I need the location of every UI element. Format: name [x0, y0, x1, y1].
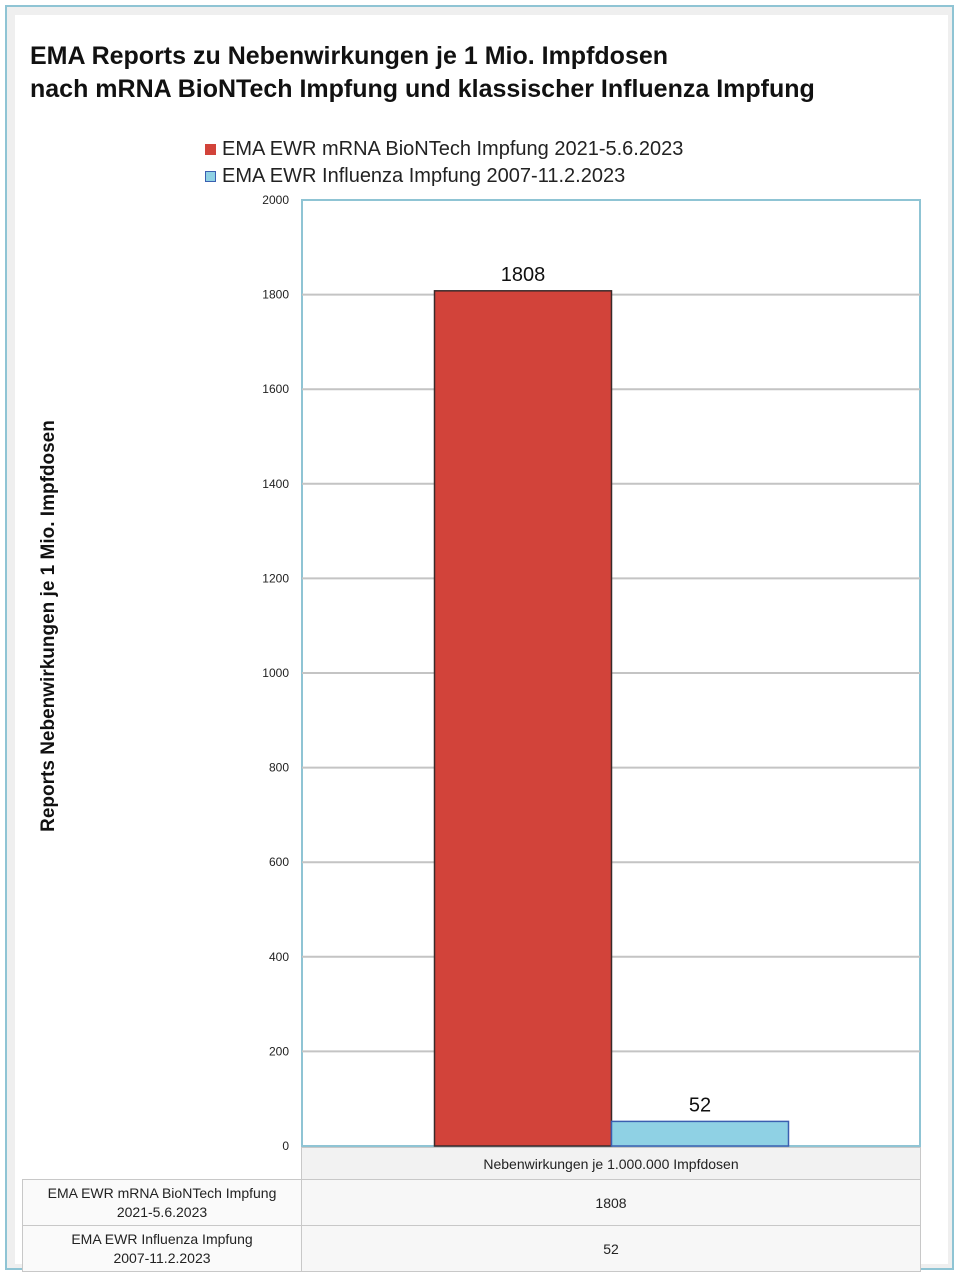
data-table-corner [23, 1148, 302, 1180]
data-label-biontech: 1808 [501, 264, 546, 286]
x-category-label: Nebenwirkungen je 1.000.000 Impfdosen [301, 1147, 921, 1180]
legend-label-influenza: EMA EWR Influenza Impfung 2007-11.2.2023 [222, 165, 626, 187]
y-tick-label: 2000 [262, 193, 289, 207]
y-tick-label: 1200 [262, 571, 289, 585]
row-label-biontech-line-1: EMA EWR mRNA BioNTech Impfung [47, 1184, 277, 1201]
y-tick-label: 1400 [262, 477, 289, 491]
y-tick-label: 0 [282, 1139, 289, 1153]
legend-label-biontech: EMA EWR mRNA BioNTech Impfung 2021-5.6.2… [222, 138, 684, 160]
y-tick-label: 1600 [262, 382, 289, 396]
bar-biontech [433, 290, 613, 1147]
data-table-row-label-influenza: EMA EWR Influenza Impfung 2007-11.2.2023 [22, 1225, 302, 1272]
chart-title: EMA Reports zu Nebenwirkungen je 1 Mio. … [30, 40, 815, 106]
y-axis-ticks: 0 200 400 600 800 1000 1200 1400 1600 1800 2000 [262, 193, 289, 1153]
row-label-influenza-line-1: EMA EWR Influenza Impfung [71, 1230, 253, 1247]
y-tick-label: 1000 [262, 666, 289, 680]
y-tick-label: 200 [269, 1044, 289, 1058]
y-tick-label: 400 [269, 950, 289, 964]
legend-swatch-influenza [205, 171, 216, 182]
row-label-influenza-line-2: 2007-11.2.2023 [113, 1249, 211, 1266]
bar-influenza [610, 1120, 790, 1147]
data-table-row-influenza: EMA EWR Influenza Impfung 2007-11.2.2023… [22, 1225, 921, 1272]
chart-title-line-1: EMA Reports zu Nebenwirkungen je 1 Mio. … [30, 42, 669, 70]
row-label-biontech-line-2: 2021-5.6.2023 [116, 1203, 208, 1220]
data-labels: 1808 52 [501, 264, 711, 1117]
y-tick-label: 800 [269, 761, 289, 775]
bars [433, 290, 790, 1147]
data-table: Nebenwirkungen je 1.000.000 Impfdosen EM… [22, 1147, 921, 1272]
data-label-influenza: 52 [689, 1094, 711, 1116]
legend-swatch-biontech [205, 144, 216, 155]
legend-item-biontech: EMA EWR mRNA BioNTech Impfung 2021-5.6.2… [205, 136, 683, 163]
chart-title-line-2: nach mRNA BioNTech Impfung und klassisch… [30, 75, 815, 103]
data-table-row-label-biontech: EMA EWR mRNA BioNTech Impfung 2021-5.6.2… [22, 1179, 302, 1226]
legend: EMA EWR mRNA BioNTech Impfung 2021-5.6.2… [205, 136, 683, 190]
data-table-value-influenza: 52 [301, 1225, 921, 1272]
legend-item-influenza: EMA EWR Influenza Impfung 2007-11.2.2023 [205, 163, 683, 190]
data-table-value-biontech: 1808 [301, 1179, 921, 1226]
data-table-row-biontech: EMA EWR mRNA BioNTech Impfung 2021-5.6.2… [22, 1179, 921, 1226]
y-tick-label: 600 [269, 855, 289, 869]
y-tick-label: 1800 [262, 288, 289, 302]
data-table-header-row: Nebenwirkungen je 1.000.000 Impfdosen [23, 1147, 921, 1180]
